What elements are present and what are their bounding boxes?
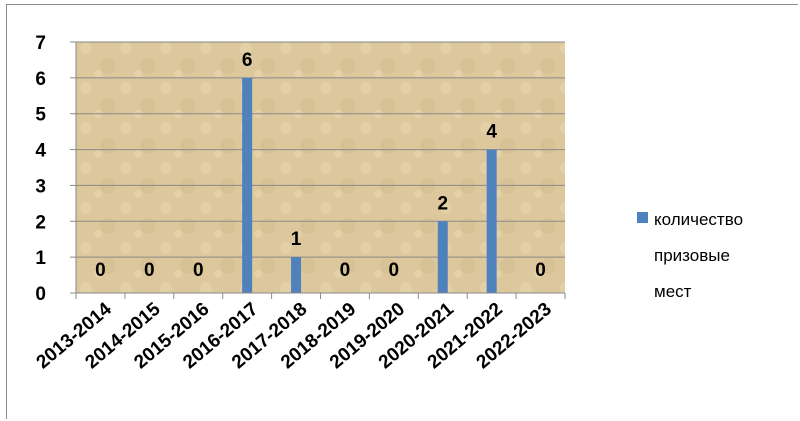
data-label: 0 [193, 260, 204, 281]
data-label: 0 [95, 260, 106, 281]
bar-2017-2018 [291, 257, 302, 293]
y-tick-label: 0 [35, 284, 46, 305]
y-tick-label: 1 [35, 248, 46, 269]
y-tick-label: 6 [35, 69, 46, 90]
x-axis-ticks: 2013-20142014-20152015-20162016-20172017… [33, 298, 556, 373]
data-label: 2 [437, 193, 448, 214]
data-label: 0 [340, 260, 351, 281]
data-label: 6 [242, 50, 253, 71]
y-tick-label: 7 [35, 33, 46, 54]
data-label: 1 [291, 229, 302, 250]
y-tick-label: 2 [35, 212, 46, 233]
legend-line-1: количество [654, 210, 743, 229]
plot-area [76, 42, 565, 293]
y-axis-ticks: 0 1 2 3 4 5 6 7 [35, 33, 46, 305]
gridlines [76, 41, 565, 258]
data-label: 0 [144, 260, 155, 281]
bar-2016-2017 [242, 77, 253, 293]
legend-swatch [637, 212, 648, 223]
bars [242, 77, 497, 293]
data-label: 4 [486, 122, 497, 143]
y-tick-label: 5 [35, 105, 46, 126]
legend-line-2: призовые [654, 246, 730, 265]
chart-frame [6, 4, 798, 419]
legend-line-3: мест [654, 282, 692, 301]
axes [70, 41, 566, 299]
legend: количество призовые мест [637, 210, 743, 301]
data-label: 0 [535, 260, 546, 281]
data-label: 0 [389, 260, 400, 281]
data-labels: 0 0 0 6 1 0 0 2 4 0 [95, 50, 546, 281]
y-tick-label: 4 [35, 141, 46, 162]
bar-2021-2022 [486, 149, 497, 293]
bar-2020-2021 [437, 221, 448, 293]
y-tick-label: 3 [35, 176, 46, 197]
